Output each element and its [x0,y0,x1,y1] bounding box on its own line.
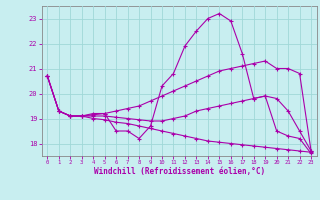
X-axis label: Windchill (Refroidissement éolien,°C): Windchill (Refroidissement éolien,°C) [94,167,265,176]
